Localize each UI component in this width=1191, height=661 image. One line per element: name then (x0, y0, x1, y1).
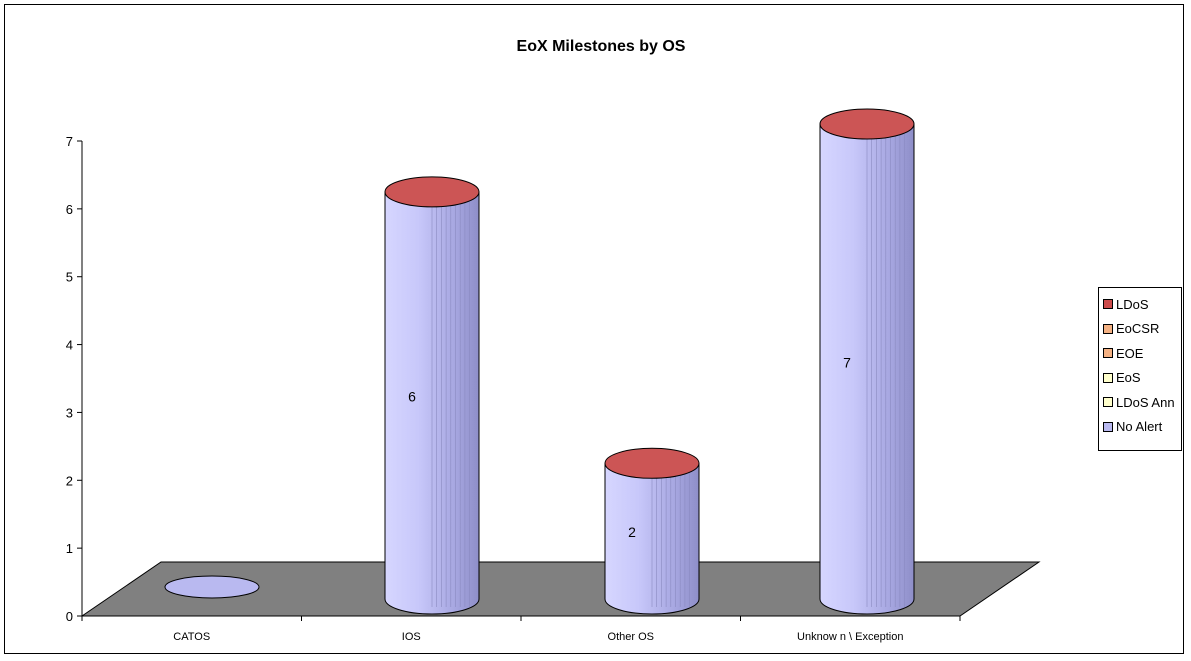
legend-label: LDoS Ann (1116, 394, 1175, 410)
bars: 6 2 7 (164, 108, 915, 615)
legend-swatch (1103, 397, 1113, 408)
chart-frame: EoX Milestones by OS 0 1 2 3 4 5 6 7 6 2 7 CATOS I… (4, 4, 1184, 654)
legend-label: No Alert (1116, 419, 1163, 435)
y-tick-label: 1 (66, 541, 73, 556)
bar-top-cap (604, 447, 700, 479)
bar-cylinder (164, 575, 260, 599)
bar-cylinder: 2 (604, 447, 700, 615)
data-label: 6 (408, 388, 416, 404)
legend-swatch (1103, 372, 1113, 383)
legend-item: EoS (1103, 366, 1181, 391)
y-tick-label: 2 (66, 473, 73, 488)
bar-cylinder: 7 (819, 108, 915, 615)
y-axis: 0 1 2 3 4 5 6 7 (66, 134, 83, 624)
legend-label: LDoS (1116, 296, 1149, 312)
legend-label: EOE (1116, 345, 1144, 361)
y-tick-label: 0 (66, 609, 73, 624)
legend-swatch (1103, 421, 1113, 432)
data-label: 7 (843, 355, 851, 371)
x-tick-label: CATOS (173, 631, 210, 643)
x-axis: CATOS IOS Other OS Unknow n \ Exception (81, 615, 961, 643)
bar-top-cap (819, 108, 915, 140)
y-tick-label: 5 (66, 270, 73, 285)
x-tick-label: IOS (402, 631, 421, 643)
legend-item: EOE (1103, 341, 1181, 366)
chart-title: EoX Milestones by OS (517, 38, 686, 55)
legend-item: LDoS (1103, 292, 1181, 317)
legend-item: No Alert (1103, 415, 1181, 440)
x-tick-label: Unknow n \ Exception (797, 631, 903, 643)
y-tick-label: 3 (66, 405, 73, 420)
y-tick-label: 7 (66, 134, 73, 149)
legend-swatch (1103, 323, 1113, 334)
legend-label: EoS (1116, 370, 1141, 386)
bar-top-cap (384, 176, 480, 208)
bar-cylinder: 6 (384, 176, 480, 615)
legend-item: LDoS Ann (1103, 390, 1181, 415)
legend-swatch (1103, 348, 1113, 359)
y-tick-label: 4 (66, 338, 73, 353)
legend-item: EoCSR (1103, 317, 1181, 342)
y-tick-label: 6 (66, 202, 73, 217)
data-label: 2 (628, 524, 636, 540)
legend: LDoS EoCSR EOE EoS LDoS Ann No Alert (1098, 287, 1182, 451)
chart-plot: EoX Milestones by OS 0 1 2 3 4 5 6 7 6 2 7 CATOS I… (66, 38, 1041, 643)
x-tick-label: Other OS (608, 631, 654, 643)
legend-swatch (1103, 299, 1113, 310)
legend-label: EoCSR (1116, 321, 1160, 337)
bar-base-ellipse (164, 575, 260, 599)
